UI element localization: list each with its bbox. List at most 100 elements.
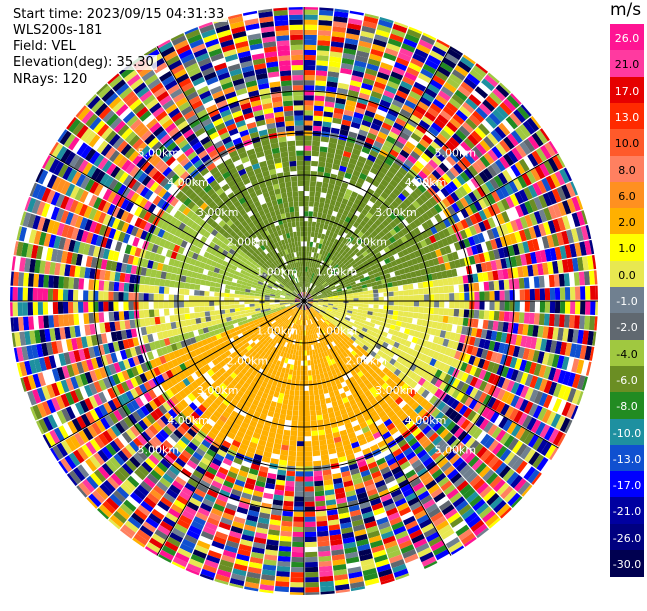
gate-cell <box>53 289 58 301</box>
gate-cell <box>144 285 150 293</box>
gate-cell <box>7 287 12 301</box>
gate-cell <box>280 414 287 420</box>
gate-cell <box>554 314 560 327</box>
gate-cell <box>204 296 209 301</box>
gate-cell <box>224 293 229 297</box>
gate-cell <box>296 350 299 355</box>
gate-cell <box>295 390 300 395</box>
gate-cell <box>305 542 317 547</box>
gate-cell <box>304 30 317 35</box>
gate-cell <box>279 393 285 399</box>
gate-cell <box>549 275 555 287</box>
gate-cell <box>310 176 316 182</box>
gate-cell <box>319 435 326 441</box>
gate-cell <box>559 314 565 327</box>
gate-cell <box>290 577 304 582</box>
gate-cell <box>33 288 38 301</box>
gate-cell <box>364 298 369 301</box>
gate-cell <box>433 315 439 322</box>
gate-cell <box>569 315 575 328</box>
gate-cell <box>419 295 424 301</box>
gate-cell <box>444 293 449 300</box>
gate-cell <box>419 301 424 307</box>
gate-cell <box>225 309 231 313</box>
gate-cell <box>439 286 445 293</box>
gate-cell <box>322 383 327 389</box>
gate-cell <box>313 126 322 132</box>
gate-cell <box>317 536 329 542</box>
gate-cell <box>129 283 135 292</box>
gate-cell <box>418 282 424 288</box>
gate-cell <box>304 351 307 356</box>
gate-cell <box>590 286 596 300</box>
gate-cell <box>414 307 419 313</box>
gate-cell <box>304 346 306 351</box>
gate-cell <box>311 360 315 365</box>
gate-cell <box>494 281 500 291</box>
gate-cell <box>317 521 328 527</box>
gate-cell <box>318 546 330 552</box>
gate-cell <box>293 411 299 416</box>
gate-cell <box>88 291 93 301</box>
gate-cell <box>305 587 319 593</box>
gate-cell <box>139 284 145 292</box>
gate-cell <box>309 247 312 252</box>
gate-cell <box>290 364 294 370</box>
gate-cell <box>184 302 189 308</box>
gate-cell <box>280 531 292 537</box>
gate-cell <box>318 541 330 547</box>
gate-cell <box>353 425 361 432</box>
gate-cell <box>288 456 296 462</box>
gate-cell <box>291 562 304 567</box>
gate-cell <box>304 65 315 70</box>
gate-cell <box>305 592 319 597</box>
gate-cell <box>314 364 318 370</box>
gate-cell <box>159 286 165 293</box>
gate-cell <box>320 147 328 153</box>
gate-cell <box>304 151 311 156</box>
gate-cell <box>417 319 423 326</box>
gate-cell <box>311 421 317 427</box>
gate-cell <box>312 136 320 142</box>
gate-cell <box>504 312 510 322</box>
gate-cell <box>288 451 296 457</box>
gate-cell <box>277 561 290 567</box>
gate-cell <box>579 316 585 330</box>
gate-cell <box>309 201 314 206</box>
gate-cell <box>124 311 130 320</box>
gate-cell <box>377 284 383 289</box>
gate-cell <box>296 471 305 476</box>
gate-cell <box>550 288 555 300</box>
gate-cell <box>348 296 353 299</box>
gate-cell <box>311 431 318 437</box>
gate-cell <box>68 302 73 313</box>
gate-cell <box>304 55 316 60</box>
gate-cell <box>265 297 270 299</box>
gate-cell <box>544 314 550 326</box>
gate-cell <box>140 318 146 327</box>
gate-cell <box>474 310 480 319</box>
gate-cell <box>287 461 295 467</box>
gate-cell <box>295 481 304 486</box>
gate-cell <box>398 291 403 296</box>
gate-cell <box>412 277 418 283</box>
gate-cell <box>250 304 255 307</box>
gate-cell <box>318 162 325 168</box>
gate-cell <box>144 293 149 301</box>
gate-cell <box>318 384 323 390</box>
gate-cell <box>305 517 316 522</box>
gate-cell <box>308 375 312 380</box>
gate-cell <box>318 389 323 395</box>
gate-cell <box>99 280 105 290</box>
gate-cell <box>73 290 78 301</box>
gate-cell <box>304 396 309 401</box>
gate-cell <box>307 345 310 350</box>
gate-cell <box>494 311 500 321</box>
gate-cell <box>83 290 88 301</box>
gate-cell <box>291 421 297 427</box>
gate-cell <box>316 511 327 517</box>
gate-cell <box>565 287 570 300</box>
gate-cell <box>154 302 159 309</box>
gate-cell <box>314 390 319 396</box>
gate-cell <box>209 306 214 311</box>
